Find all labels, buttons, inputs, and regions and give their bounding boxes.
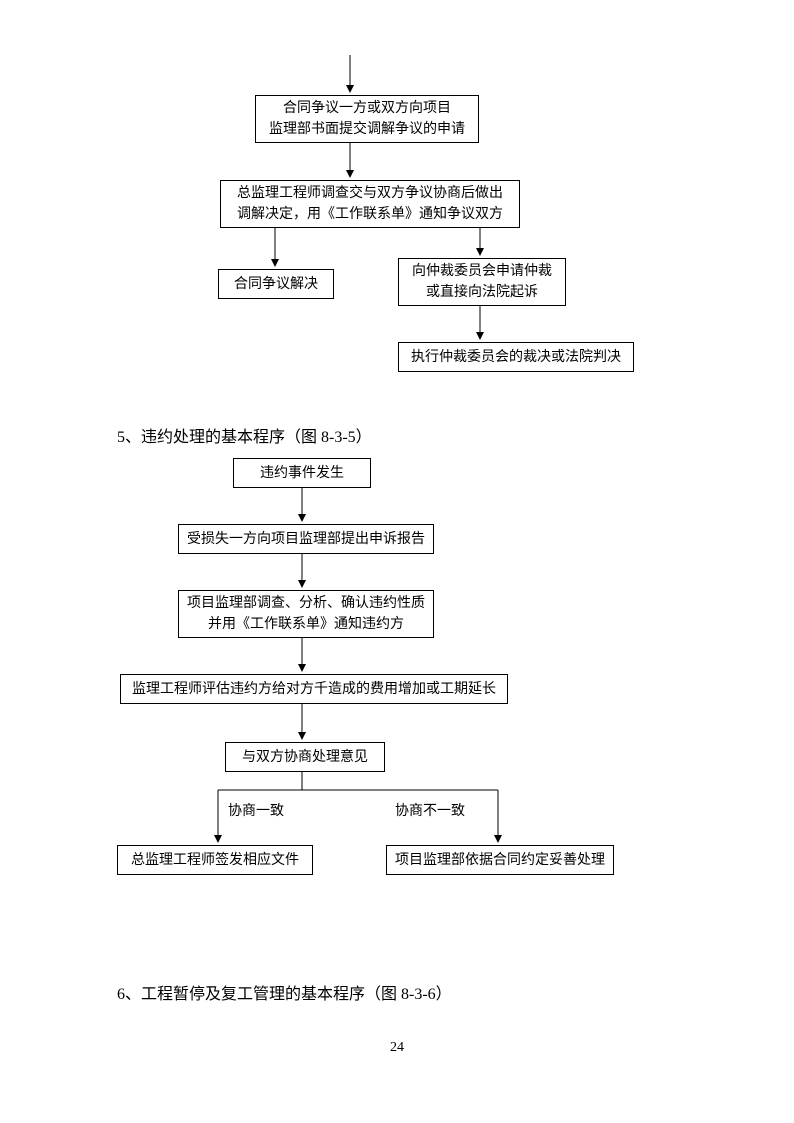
flowchart2-connectors (0, 0, 794, 900)
fc2-node4-text: 监理工程师评估违约方给对方千造成的费用增加或工期延长 (132, 679, 496, 700)
fc2-node5-text: 与双方协商处理意见 (242, 747, 368, 768)
fc2-label-disagree: 协商不一致 (395, 800, 465, 820)
fc2-node6: 总监理工程师签发相应文件 (117, 845, 313, 875)
fc2-node5: 与双方协商处理意见 (225, 742, 385, 772)
fc2-label-disagree-text: 协商不一致 (395, 804, 465, 819)
fc2-node1-text: 违约事件发生 (260, 463, 344, 484)
fc2-label-agree-text: 协商一致 (228, 804, 284, 819)
fc2-node4: 监理工程师评估违约方给对方千造成的费用增加或工期延长 (120, 674, 508, 704)
fc2-node7-text: 项目监理部依据合同约定妥善处理 (395, 850, 605, 871)
page-number-text: 24 (390, 1040, 404, 1055)
fc2-node1: 违约事件发生 (233, 458, 371, 488)
heading-6-text: 6、工程暂停及复工管理的基本程序（图 8-3-6） (117, 986, 452, 1003)
fc2-node6-text: 总监理工程师签发相应文件 (131, 850, 299, 871)
heading-6: 6、工程暂停及复工管理的基本程序（图 8-3-6） (117, 980, 452, 1004)
fc2-node3-text: 项目监理部调查、分析、确认违约性质并用《工作联系单》通知违约方 (187, 593, 425, 635)
page: 合同争议一方或双方向项目监理部书面提交调解争议的申请 总监理工程师调查交与双方争… (0, 0, 794, 1123)
page-number: 24 (390, 1040, 404, 1056)
fc2-node7: 项目监理部依据合同约定妥善处理 (386, 845, 614, 875)
fc2-node2-text: 受损失一方向项目监理部提出申诉报告 (187, 529, 425, 550)
fc2-node3: 项目监理部调查、分析、确认违约性质并用《工作联系单》通知违约方 (178, 590, 434, 638)
fc2-node2: 受损失一方向项目监理部提出申诉报告 (178, 524, 434, 554)
fc2-label-agree: 协商一致 (228, 800, 284, 820)
